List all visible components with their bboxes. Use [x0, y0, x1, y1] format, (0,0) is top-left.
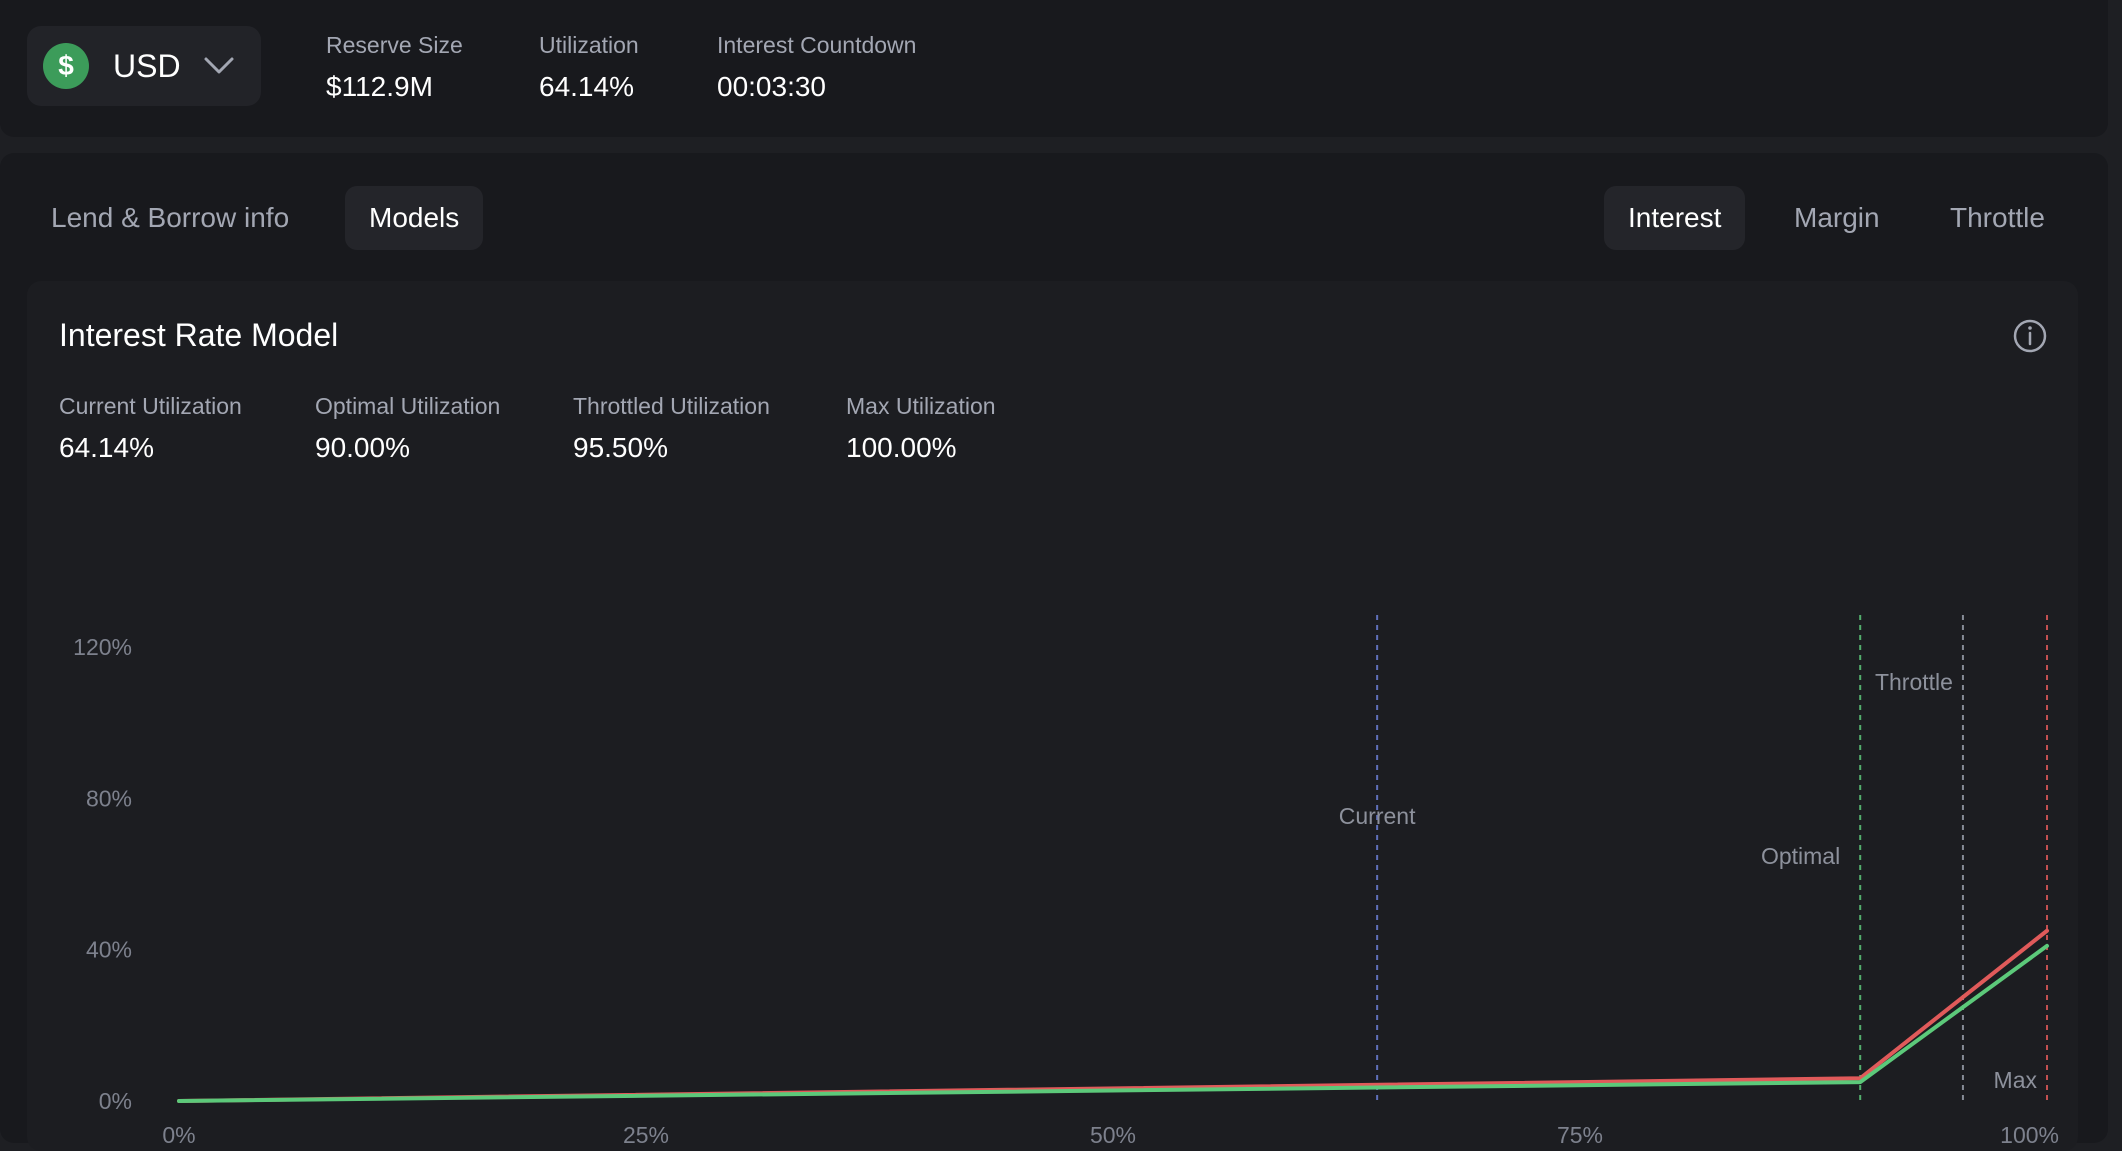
metric-max-utilization: Max Utilization 100.00% — [846, 393, 996, 464]
models-panel: Lend & Borrow info Models Interest Margi… — [0, 153, 2108, 1151]
metric-label: Current Utilization — [59, 393, 242, 419]
metric-label: Max Utilization — [846, 393, 996, 419]
y-tick-label: 120% — [73, 634, 132, 660]
stat-label: Reserve Size — [326, 32, 463, 58]
metric-current-utilization: Current Utilization 64.14% — [59, 393, 242, 464]
stat-label: Interest Countdown — [717, 32, 917, 58]
metric-label: Optimal Utilization — [315, 393, 501, 419]
marker-label-current: Current — [1339, 803, 1416, 829]
tab-label: Lend & Borrow info — [51, 202, 290, 233]
y-tick-label: 0% — [99, 1088, 132, 1114]
chevron-down-icon — [204, 57, 234, 74]
info-icon[interactable] — [2011, 317, 2049, 355]
metric-value: 95.50% — [573, 432, 668, 463]
interest-rate-model-card: Interest Rate Model Current Utilization … — [27, 281, 2078, 1151]
dollar-coin-icon: $ — [43, 43, 89, 89]
x-tick-label: 100% — [2000, 1122, 2059, 1148]
tab-lend-borrow-info[interactable]: Lend & Borrow info — [27, 186, 313, 250]
metric-value: 100.00% — [846, 432, 957, 463]
currency-label: USD — [113, 47, 181, 84]
stat-value: 00:03:30 — [717, 71, 826, 102]
metric-label: Throttled Utilization — [573, 393, 770, 419]
tab-label: Interest — [1628, 202, 1722, 233]
stat-utilization: Utilization 64.14% — [539, 32, 639, 103]
stat-reserve-size: Reserve Size $112.9M — [326, 32, 463, 103]
tab-interest[interactable]: Interest — [1604, 186, 1746, 250]
x-tick-label: 25% — [623, 1122, 669, 1148]
stat-label: Utilization — [539, 32, 639, 58]
marker-label-optimal: Optimal — [1761, 843, 1840, 869]
y-tick-label: 80% — [86, 785, 132, 811]
tab-throttle[interactable]: Throttle — [1926, 186, 2069, 250]
metric-value: 64.14% — [59, 432, 154, 463]
marker-label-max: Max — [1994, 1067, 2038, 1093]
series-line-2 — [177, 943, 2049, 1103]
stat-interest-countdown: Interest Countdown 00:03:30 — [717, 32, 916, 103]
tab-label: Models — [369, 202, 460, 233]
currency-selector[interactable]: $ USD — [27, 26, 261, 106]
currency-symbol: $ — [58, 50, 74, 81]
card-title: Interest Rate Model — [59, 317, 339, 353]
stat-value: 64.14% — [539, 71, 634, 102]
interest-rate-chart: 0% 40% 80% 120% 0% 25% 50% 75% 100% Current Optima… — [73, 615, 2059, 1148]
tab-label: Throttle — [1950, 202, 2045, 233]
marker-label-throttle: Throttle — [1875, 669, 1953, 695]
tab-models[interactable]: Models — [345, 186, 484, 250]
top-bar: $ USD Reserve Size $112.9M Utilization 6… — [0, 0, 2108, 137]
x-tick-label: 50% — [1090, 1122, 1136, 1148]
series-line-1 — [177, 928, 2049, 1103]
x-tick-label: 75% — [1557, 1122, 1603, 1148]
x-tick-label: 0% — [162, 1122, 195, 1148]
stat-value: $112.9M — [326, 71, 433, 102]
y-tick-label: 40% — [86, 937, 132, 963]
tab-margin[interactable]: Margin — [1770, 186, 1904, 250]
tab-label: Margin — [1794, 202, 1880, 233]
metric-optimal-utilization: Optimal Utilization 90.00% — [315, 393, 500, 464]
metric-throttled-utilization: Throttled Utilization 95.50% — [573, 393, 770, 464]
metric-value: 90.00% — [315, 432, 410, 463]
